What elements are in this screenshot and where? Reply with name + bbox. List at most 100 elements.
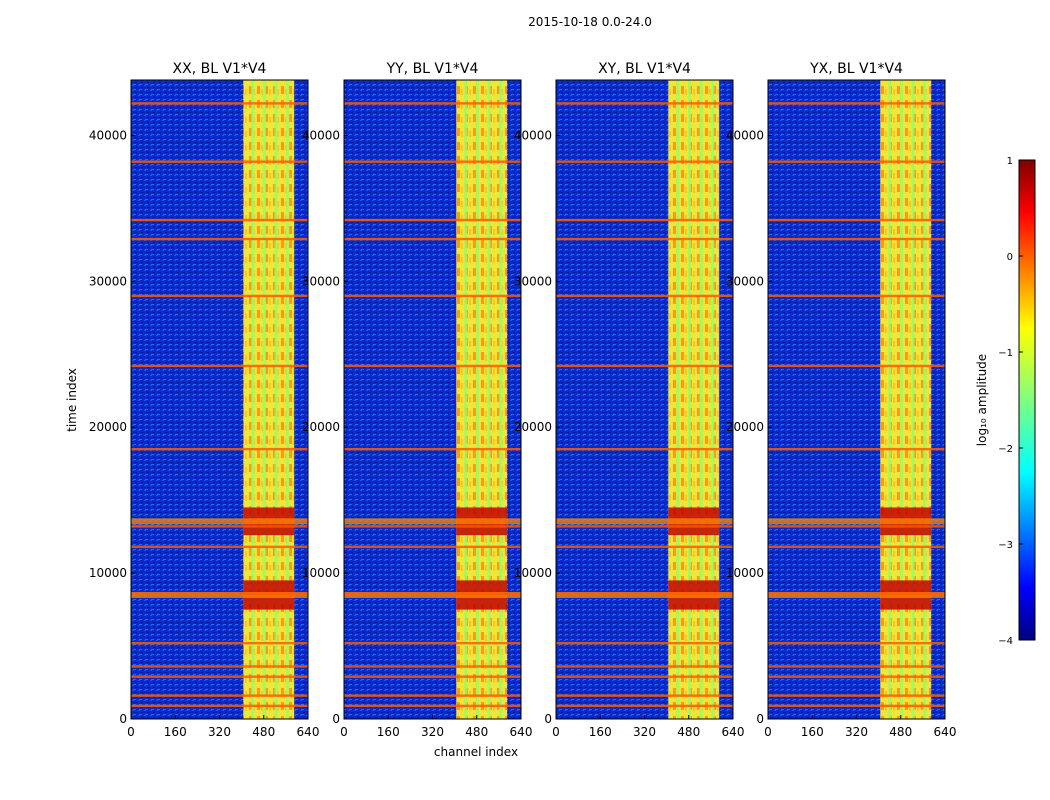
y-tick-label: 20000	[89, 420, 127, 434]
x-tick-label: 640	[297, 725, 320, 739]
time-stripe	[556, 641, 733, 645]
time-stripe	[344, 665, 521, 668]
time-stripe	[556, 294, 733, 298]
colorbar-tick-label: −3	[998, 540, 1013, 551]
time-stripe	[131, 102, 308, 105]
colorbar-label: log₁₀ amplitude	[975, 354, 989, 446]
y-tick-label: 20000	[514, 420, 552, 434]
time-stripe	[556, 218, 733, 222]
y-tick-label: 30000	[302, 274, 340, 288]
y-tick-label: 20000	[726, 420, 764, 434]
time-stripe	[131, 704, 308, 708]
y-tick-label: 30000	[89, 274, 127, 288]
y-tick-label: 40000	[89, 128, 127, 142]
y-tick-label: 40000	[514, 128, 552, 142]
y-tick-label: 30000	[514, 274, 552, 288]
band-channel-stripe	[676, 80, 680, 719]
band-channel-stripe	[274, 80, 278, 719]
time-stripe	[768, 364, 945, 368]
x-tick-label: 480	[677, 725, 700, 739]
time-stripe	[556, 525, 733, 528]
panel-2: YY, BL V1*V4 0 160 320 480 640 0 10000 20000 3000…	[302, 61, 533, 739]
time-stripe	[131, 294, 308, 298]
time-stripe	[556, 694, 733, 697]
time-stripe	[768, 102, 945, 105]
time-stripe	[131, 665, 308, 668]
colorbar-gradient	[1018, 159, 1036, 641]
y-tick-label: 10000	[302, 566, 340, 580]
y-tick-label: 40000	[726, 128, 764, 142]
time-stripe	[344, 592, 521, 595]
y-tick-label: 0	[119, 712, 127, 726]
time-stripe	[768, 237, 945, 241]
time-stripe	[768, 545, 945, 549]
colorbar-tick-label: −2	[998, 444, 1013, 455]
time-stripe	[768, 694, 945, 697]
time-stripe	[768, 665, 945, 668]
band-channel-stripe	[711, 80, 715, 719]
time-stripe	[131, 218, 308, 222]
y-tick-label: 10000	[89, 566, 127, 580]
time-stripe	[768, 294, 945, 298]
time-stripe	[768, 675, 945, 678]
time-stripe	[768, 641, 945, 645]
panel-title: XX, BL V1*V4	[173, 61, 267, 77]
band-channel-stripe	[911, 80, 915, 719]
band-channel-stripe	[464, 80, 468, 719]
time-stripe	[768, 525, 945, 528]
time-stripe	[344, 160, 521, 163]
y-tick-label: 40000	[302, 128, 340, 142]
y-tick-label: 0	[756, 712, 764, 726]
panel-title: YX, BL V1*V4	[809, 61, 903, 77]
time-stripe	[344, 364, 521, 368]
time-stripe	[768, 704, 945, 708]
time-stripe	[344, 641, 521, 645]
x-tick-label: 0	[764, 725, 772, 739]
band-channel-stripe	[262, 80, 266, 719]
hot-region-stripe	[344, 518, 521, 525]
time-stripe	[131, 675, 308, 678]
time-stripe	[131, 525, 308, 528]
time-stripe	[556, 545, 733, 549]
hot-region-stripe	[344, 591, 521, 598]
time-stripe	[556, 160, 733, 163]
hot-region-stripe	[131, 591, 308, 598]
hot-region-stripe	[556, 591, 733, 598]
x-tick-label: 0	[127, 725, 135, 739]
y-tick-label: 10000	[726, 566, 764, 580]
time-stripe	[556, 704, 733, 708]
time-stripe	[131, 545, 308, 549]
time-stripe	[344, 675, 521, 678]
band-channel-stripe	[286, 80, 290, 719]
band-channel-stripe	[475, 80, 479, 719]
x-tick-label: 640	[722, 725, 745, 739]
x-tick-label: 160	[589, 725, 612, 739]
time-stripe	[768, 160, 945, 163]
colorbar-tick-label: −4	[998, 636, 1013, 647]
x-tick-label: 0	[340, 725, 348, 739]
time-stripe	[344, 102, 521, 105]
panel-title: XY, BL V1*V4	[598, 61, 691, 77]
time-stripe	[556, 102, 733, 105]
x-tick-label: 0	[552, 725, 560, 739]
x-tick-label: 480	[252, 725, 275, 739]
hot-region-stripe	[556, 518, 733, 525]
x-tick-label: 320	[208, 725, 231, 739]
x-tick-label: 160	[164, 725, 187, 739]
band-channel-stripe	[251, 80, 255, 719]
time-stripe	[131, 447, 308, 451]
time-stripe	[344, 237, 521, 241]
time-stripe	[768, 592, 945, 595]
band-channel-stripe	[888, 80, 892, 719]
colorbar-tick-label: −1	[998, 348, 1013, 359]
panel-title: YY, BL V1*V4	[386, 61, 479, 77]
time-stripe	[556, 364, 733, 368]
hot-region-stripe	[131, 518, 308, 525]
y-tick-label: 0	[332, 712, 340, 726]
time-stripe	[344, 294, 521, 298]
x-tick-label: 320	[633, 725, 656, 739]
colorbar-tick-label: 0	[1007, 252, 1013, 263]
time-stripe	[556, 447, 733, 451]
time-stripe	[131, 160, 308, 163]
